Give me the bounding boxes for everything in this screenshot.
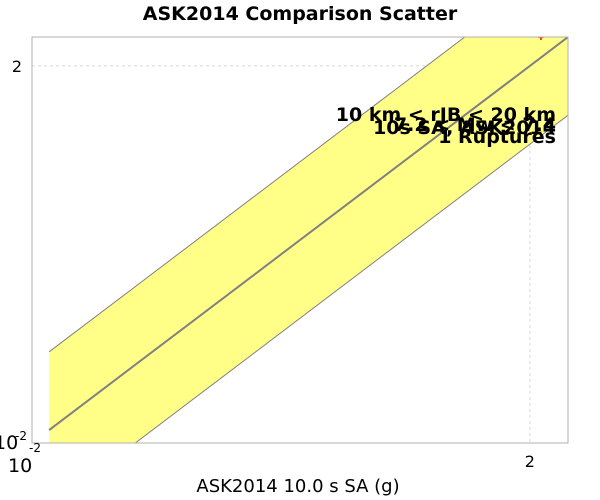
upper-bound-line: [48, 37, 466, 353]
y-tick-label: 2: [12, 57, 22, 76]
x-tick-label-exponent: -2: [29, 441, 41, 455]
x-tick-label: 2: [525, 452, 535, 471]
chart-title: ASK2014 Comparison Scatter: [143, 3, 458, 25]
annotation-text: 10s SA, ASK2014: [373, 117, 556, 139]
tolerance-band: [49, 37, 568, 443]
y-tick-label: 10: [0, 432, 18, 454]
x-tick-label: 10: [8, 455, 32, 477]
data-points: [537, 37, 544, 40]
x-axis-label: ASK2014 10.0 s SA (g): [196, 476, 399, 497]
plot-frame: [31, 36, 569, 444]
annotation-text: 10 km < rJB < 20 km: [336, 104, 556, 126]
annotation-text: 1 Ruptures: [438, 126, 556, 148]
one-to-one-line: [48, 37, 568, 431]
y-tick-label-exponent: -2: [15, 429, 27, 443]
annotation-text: 7.2 < Mw < 7.4: [394, 114, 556, 136]
